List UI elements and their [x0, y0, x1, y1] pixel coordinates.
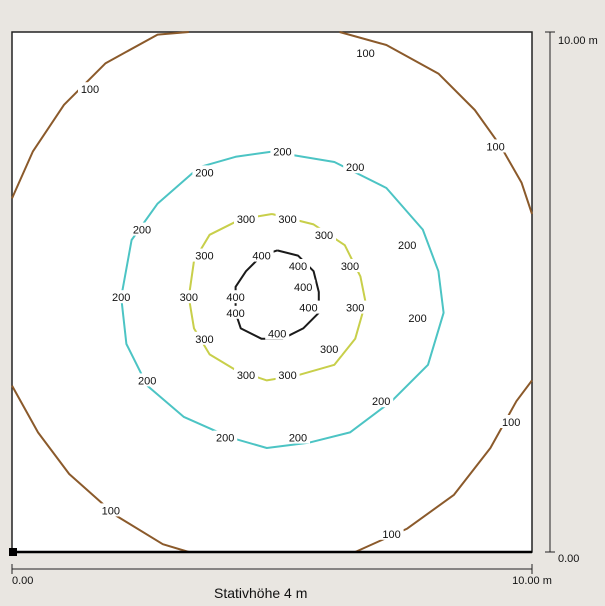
contour-label-bg — [192, 165, 217, 179]
contour-label-300: 300 — [341, 261, 359, 273]
contour-label-bg — [405, 311, 430, 324]
contour-label-bg — [223, 290, 248, 304]
contour-label-100: 100 — [382, 529, 400, 541]
x-max-label: 10.00 m — [512, 575, 552, 587]
contour-label-bg — [369, 394, 394, 408]
contour-label-bg — [234, 368, 258, 382]
contour-label-100: 100 — [486, 141, 504, 153]
contour-label-400: 400 — [294, 282, 312, 294]
x-min-label: 0.00 — [12, 575, 33, 587]
contour-label-bg — [286, 259, 310, 272]
contour-label-bg — [192, 331, 217, 345]
contour-label-bg — [317, 342, 342, 356]
contour-label-400: 400 — [226, 308, 244, 320]
contour-label-bg — [338, 259, 362, 272]
contour-label-bg — [265, 326, 290, 340]
contour-100-line — [339, 31, 533, 215]
contour-label-bg — [343, 300, 368, 314]
contour-label-bg — [291, 279, 316, 293]
contour-label-bg — [379, 526, 404, 540]
contour-label-100: 100 — [102, 505, 120, 517]
y-min-label: 0.00 — [558, 553, 579, 565]
bottom-dimension-axis: 0.00 10.00 m — [11, 564, 552, 587]
contour-label-200: 200 — [195, 167, 213, 179]
contour-label-bg — [353, 45, 378, 59]
contour-label-400: 400 — [289, 261, 307, 273]
contour-label-200: 200 — [398, 240, 416, 252]
contour-label-300: 300 — [195, 334, 213, 346]
contour-label-bg — [312, 227, 336, 241]
contour-100-line — [11, 385, 190, 553]
contour-label-bg — [343, 160, 368, 174]
contour-label-bg — [499, 415, 524, 428]
contour-label-bg — [213, 430, 238, 444]
contour-label-400: 400 — [252, 251, 270, 263]
contour-label-400: 400 — [226, 292, 244, 304]
contour-label-200: 200 — [408, 313, 426, 325]
contour-label-bg — [286, 430, 310, 444]
contour-label-300: 300 — [315, 230, 333, 242]
contour-label-bg — [275, 368, 300, 382]
contour-label-bg — [78, 82, 102, 96]
contour-label-bg — [109, 290, 134, 304]
contour-label-200: 200 — [346, 162, 364, 174]
plot-frame — [11, 31, 533, 553]
contour-label-bg — [234, 212, 258, 226]
contour-label-200: 200 — [372, 396, 390, 408]
contour-label-bg — [275, 212, 300, 226]
contour-label-300: 300 — [195, 251, 213, 263]
contour-label-200: 200 — [289, 433, 307, 445]
contour-label-400: 400 — [299, 303, 317, 315]
contour-label-200: 200 — [273, 147, 291, 159]
contour-label-300: 300 — [237, 370, 255, 382]
contour-label-bg — [176, 290, 201, 304]
contour-label-bg — [296, 300, 321, 314]
contour-label-bg — [223, 305, 248, 319]
contour-labels: 100 100 100 100 100 100 200 200 200 200 200 200 200 2… — [78, 45, 524, 541]
contour-label-300: 300 — [278, 214, 296, 226]
contour-label-bg — [249, 248, 274, 262]
contour-label-200: 200 — [216, 433, 234, 445]
caption: Stativhöhe 4 m — [214, 585, 307, 601]
contour-label-400: 400 — [268, 329, 286, 341]
contour-label-300: 300 — [346, 303, 364, 315]
contour-label-100: 100 — [502, 417, 520, 429]
contour-label-bg — [395, 238, 420, 252]
contour-label-bg — [192, 248, 217, 262]
contour-label-300: 300 — [320, 344, 338, 356]
contour-label-200: 200 — [133, 225, 151, 237]
contour-label-300: 300 — [278, 370, 296, 382]
contour-label-300: 300 — [237, 214, 255, 226]
contour-label-200: 200 — [112, 292, 130, 304]
contour-label-300: 300 — [180, 292, 198, 304]
right-dimension-axis: 10.00 m 0.00 — [545, 31, 598, 565]
contour-label-bg — [130, 222, 154, 236]
contour-label-bg — [270, 144, 295, 158]
contour-200-line — [120, 150, 445, 449]
y-max-label: 10.00 m — [558, 35, 598, 47]
contour-label-100: 100 — [81, 84, 99, 96]
contour-label-bg — [483, 139, 508, 153]
contour-label-100: 100 — [356, 48, 374, 60]
contour-label-bg — [135, 373, 160, 387]
contour-label-200: 200 — [138, 375, 156, 387]
contour-label-bg — [98, 503, 123, 517]
